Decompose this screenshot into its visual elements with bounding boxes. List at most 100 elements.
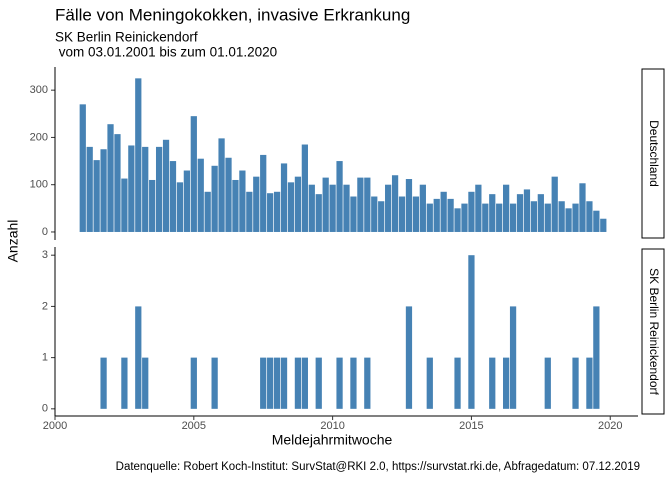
bar bbox=[371, 196, 378, 232]
bar bbox=[211, 357, 218, 409]
bar bbox=[315, 194, 322, 232]
bar bbox=[586, 357, 593, 409]
y-tick-label: 0 bbox=[42, 403, 48, 415]
bar bbox=[350, 196, 357, 232]
bar bbox=[586, 201, 593, 232]
bar bbox=[343, 184, 350, 232]
bar bbox=[246, 191, 253, 232]
y-tick-label: 0 bbox=[42, 226, 48, 238]
bar bbox=[405, 179, 413, 232]
bar bbox=[280, 357, 288, 409]
bar bbox=[336, 161, 343, 232]
bar bbox=[364, 357, 371, 409]
x-axis-label: Meldejahrmitwoche bbox=[272, 432, 393, 448]
bar bbox=[308, 184, 315, 232]
bar bbox=[558, 201, 565, 232]
bar bbox=[516, 194, 524, 232]
chart-subtitle: vom 03.01.2001 bis zum 01.01.2020 bbox=[55, 45, 277, 60]
bar bbox=[79, 104, 86, 232]
bar bbox=[142, 357, 149, 409]
bar bbox=[273, 191, 281, 232]
bar bbox=[412, 196, 420, 232]
x-tick-label: 2020 bbox=[598, 420, 622, 432]
bar bbox=[114, 134, 121, 232]
bar bbox=[433, 198, 440, 232]
bar bbox=[107, 124, 114, 232]
bar bbox=[100, 149, 107, 232]
strip bbox=[641, 248, 665, 415]
y-tick-label: 200 bbox=[30, 131, 48, 143]
bar bbox=[253, 176, 260, 232]
bar bbox=[204, 191, 211, 232]
bar bbox=[391, 175, 399, 232]
bar bbox=[322, 177, 329, 232]
bar bbox=[537, 194, 544, 232]
bar bbox=[579, 183, 586, 232]
bar bbox=[100, 357, 107, 409]
bar bbox=[121, 178, 128, 232]
bar bbox=[260, 154, 267, 232]
bar bbox=[239, 170, 246, 232]
bar bbox=[385, 184, 392, 232]
bar bbox=[364, 177, 371, 232]
bar bbox=[468, 255, 475, 409]
bar bbox=[600, 218, 607, 232]
bar bbox=[426, 203, 433, 232]
y-tick-label: 2 bbox=[42, 300, 48, 312]
bar bbox=[572, 203, 579, 232]
bar bbox=[468, 191, 475, 232]
bar bbox=[294, 176, 302, 232]
bar bbox=[447, 198, 454, 232]
bar bbox=[530, 201, 538, 232]
bar bbox=[211, 165, 218, 232]
bar bbox=[197, 158, 204, 232]
bar bbox=[225, 157, 232, 232]
bar bbox=[273, 357, 281, 409]
bar bbox=[149, 179, 156, 232]
bar bbox=[267, 357, 274, 409]
bar bbox=[593, 210, 600, 232]
bar bbox=[398, 196, 406, 232]
bar bbox=[301, 144, 308, 232]
bar bbox=[378, 201, 385, 232]
caption: Datenquelle: Robert Koch-Institut: SurvS… bbox=[116, 461, 640, 473]
y-tick-label: 1 bbox=[42, 352, 48, 364]
strip bbox=[641, 68, 665, 239]
bar bbox=[162, 139, 170, 232]
bar bbox=[565, 208, 572, 232]
bar bbox=[190, 116, 197, 232]
bar bbox=[461, 203, 468, 232]
bar bbox=[232, 179, 239, 232]
bar bbox=[260, 357, 267, 409]
bar bbox=[218, 138, 225, 232]
bar bbox=[142, 146, 149, 232]
bar bbox=[287, 182, 295, 232]
bar bbox=[176, 182, 184, 232]
bar bbox=[135, 78, 142, 232]
bar bbox=[509, 203, 517, 232]
bar bbox=[544, 357, 551, 409]
chart-subtitle: SK Berlin Reinickendorf bbox=[55, 30, 198, 45]
bar bbox=[503, 184, 510, 232]
bar bbox=[593, 306, 600, 409]
bar bbox=[155, 146, 163, 232]
bar bbox=[350, 357, 357, 409]
bar bbox=[294, 357, 302, 409]
bar bbox=[419, 184, 426, 232]
x-tick-label: 2010 bbox=[320, 420, 344, 432]
bar bbox=[482, 203, 489, 232]
bar bbox=[454, 357, 461, 409]
bar bbox=[329, 184, 336, 232]
chart-title: Fälle von Meningokokken, invasive Erkran… bbox=[55, 5, 410, 24]
bar bbox=[315, 357, 322, 409]
bar bbox=[357, 177, 364, 232]
y-axis-label: Anzahl bbox=[5, 220, 21, 263]
bar bbox=[440, 191, 447, 232]
bar bbox=[280, 163, 288, 232]
bar bbox=[509, 306, 517, 409]
x-tick-label: 2015 bbox=[459, 420, 483, 432]
strip-label: SK Berlin Reinickendorf bbox=[647, 268, 661, 395]
x-tick-label: 2005 bbox=[182, 420, 206, 432]
x-tick-label: 2000 bbox=[43, 420, 67, 432]
